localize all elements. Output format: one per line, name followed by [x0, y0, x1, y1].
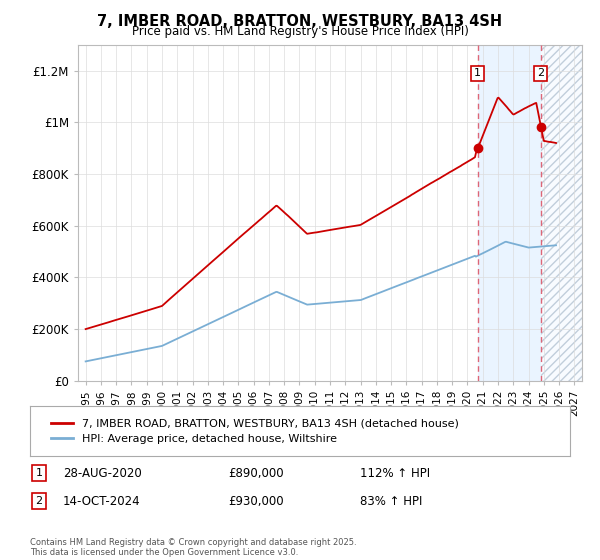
- Text: 2: 2: [537, 68, 544, 78]
- Text: 7, IMBER ROAD, BRATTON, WESTBURY, BA13 4SH: 7, IMBER ROAD, BRATTON, WESTBURY, BA13 4…: [97, 14, 503, 29]
- Text: 1: 1: [474, 68, 481, 78]
- Bar: [478, 45, 541, 381]
- Text: 1: 1: [35, 468, 43, 478]
- Text: 83% ↑ HPI: 83% ↑ HPI: [360, 494, 422, 508]
- Legend: 7, IMBER ROAD, BRATTON, WESTBURY, BA13 4SH (detached house), HPI: Average price,: 7, IMBER ROAD, BRATTON, WESTBURY, BA13 4…: [46, 414, 463, 449]
- Text: £930,000: £930,000: [228, 494, 284, 508]
- Bar: [541, 45, 582, 381]
- Text: Contains HM Land Registry data © Crown copyright and database right 2025.
This d: Contains HM Land Registry data © Crown c…: [30, 538, 356, 557]
- Text: £890,000: £890,000: [228, 466, 284, 480]
- Bar: [541, 45, 582, 381]
- Text: 14-OCT-2024: 14-OCT-2024: [63, 494, 140, 508]
- Text: 28-AUG-2020: 28-AUG-2020: [63, 466, 142, 480]
- Text: Price paid vs. HM Land Registry's House Price Index (HPI): Price paid vs. HM Land Registry's House …: [131, 25, 469, 38]
- Text: 112% ↑ HPI: 112% ↑ HPI: [360, 466, 430, 480]
- Text: 2: 2: [35, 496, 43, 506]
